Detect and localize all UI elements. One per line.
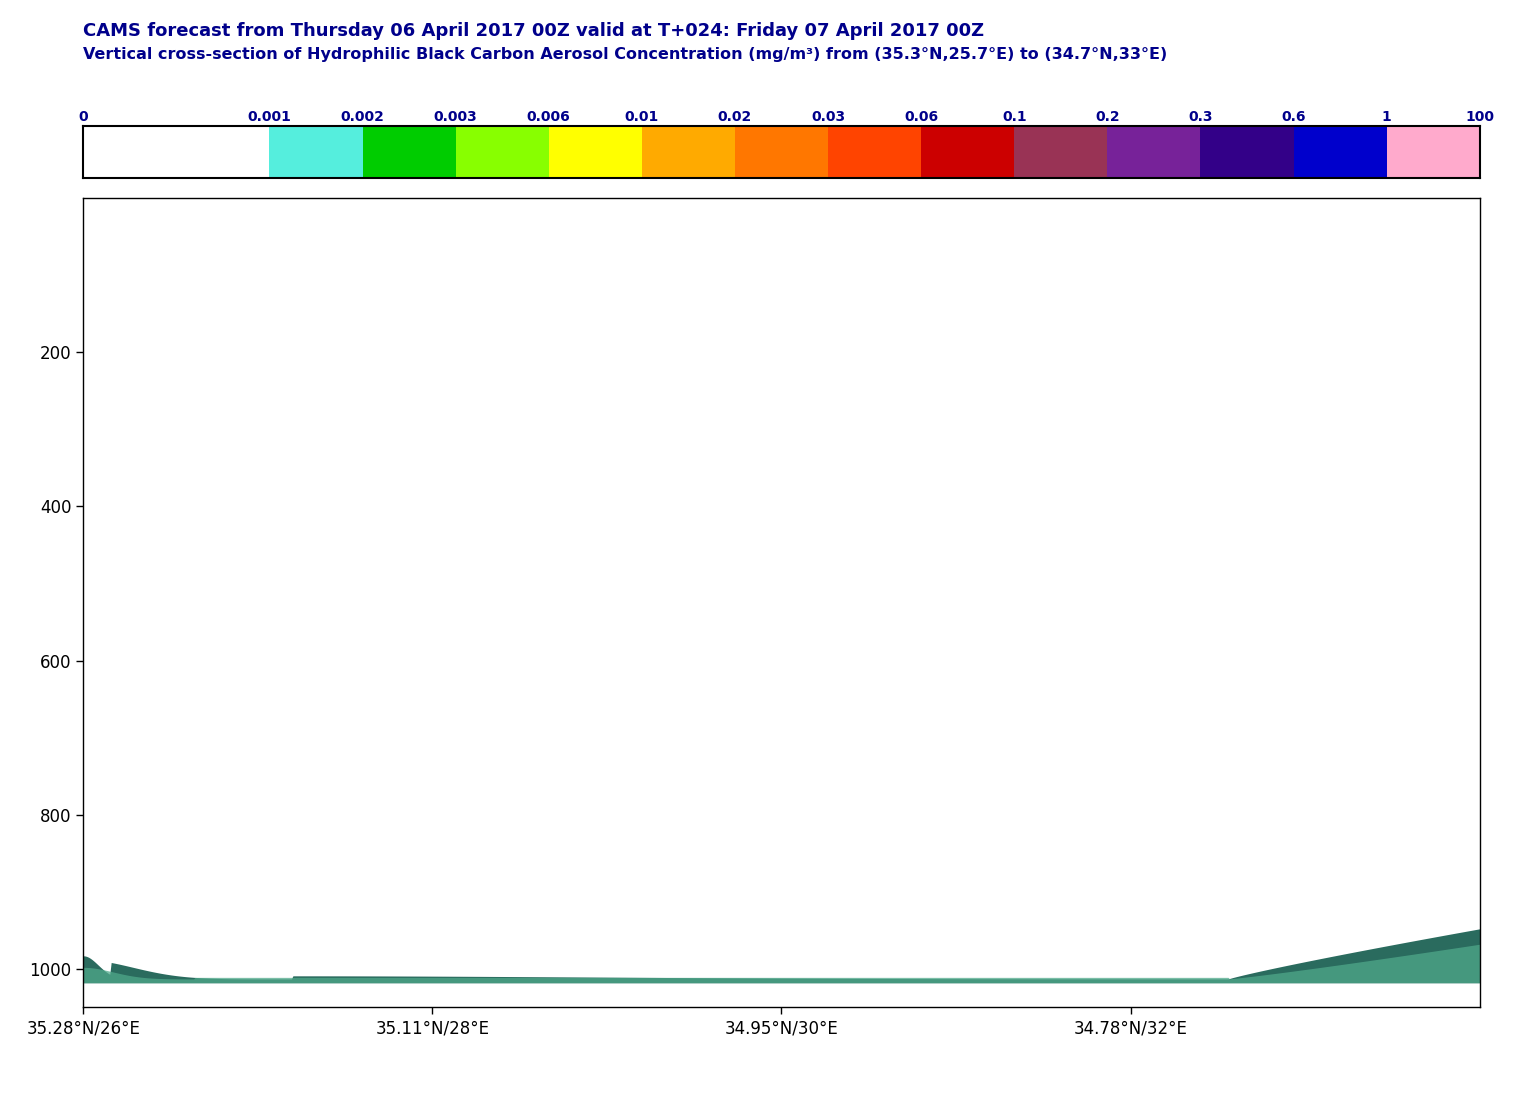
Text: 0.2: 0.2 <box>1095 110 1120 124</box>
Bar <box>549 126 642 178</box>
Bar <box>1294 126 1386 178</box>
Bar <box>1386 126 1480 178</box>
Text: 100: 100 <box>1465 110 1495 124</box>
Bar <box>921 126 1014 178</box>
Text: 0.006: 0.006 <box>527 110 570 124</box>
Bar <box>642 126 735 178</box>
Bar <box>1014 126 1108 178</box>
Text: Vertical cross-section of Hydrophilic Black Carbon Aerosol Concentration (mg/m³): Vertical cross-section of Hydrophilic Bl… <box>83 47 1168 63</box>
Bar <box>363 126 455 178</box>
Text: 0.03: 0.03 <box>811 110 846 124</box>
Text: 0.003: 0.003 <box>434 110 478 124</box>
Bar <box>1108 126 1200 178</box>
Text: 0.06: 0.06 <box>905 110 938 124</box>
Text: 0.1: 0.1 <box>1002 110 1026 124</box>
Bar <box>1200 126 1294 178</box>
Bar <box>83 126 269 178</box>
Bar <box>269 126 363 178</box>
Text: 0: 0 <box>79 110 88 124</box>
Text: 1: 1 <box>1381 110 1392 124</box>
Text: 0.6: 0.6 <box>1282 110 1306 124</box>
Text: 0.3: 0.3 <box>1188 110 1212 124</box>
Text: 0.002: 0.002 <box>340 110 384 124</box>
Text: 0.001: 0.001 <box>248 110 292 124</box>
Bar <box>828 126 921 178</box>
Text: 0.02: 0.02 <box>717 110 752 124</box>
Text: 0.01: 0.01 <box>625 110 660 124</box>
Bar <box>455 126 549 178</box>
Text: CAMS forecast from Thursday 06 April 2017 00Z valid at T+024: Friday 07 April 20: CAMS forecast from Thursday 06 April 201… <box>83 22 985 40</box>
Bar <box>735 126 828 178</box>
